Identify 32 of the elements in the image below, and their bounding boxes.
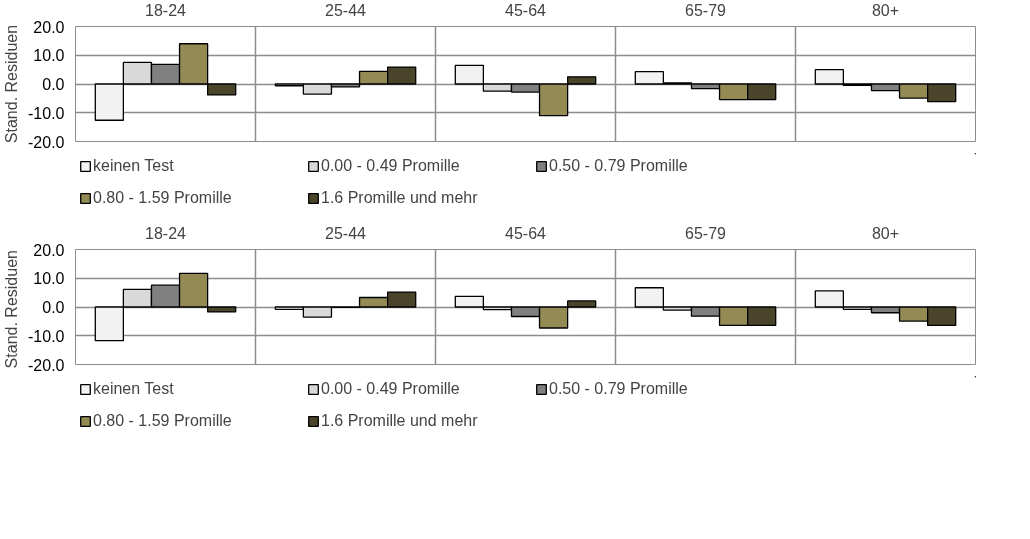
x-tick-label: 25-44 — [325, 1, 367, 19]
legend-label: 0.00 - 0.49 Promille — [321, 157, 461, 175]
x-tick-label: 45-64 — [505, 224, 547, 242]
legend-label: 1.6 Promille und mehr — [321, 412, 479, 430]
y-tick-label: -20.0 — [28, 133, 65, 151]
x-tick-label: 65-79 — [685, 224, 727, 242]
y-tick-label: -10.0 — [28, 327, 65, 345]
legend-label: 0.00 - 0.49 Promille — [321, 380, 461, 398]
legend-label: 0.80 - 1.59 Promille — [93, 189, 233, 207]
y-tick-label: 0.0 — [42, 299, 65, 316]
x-tick-label: 45-64 — [505, 1, 547, 19]
y-tick-label: 20.0 — [33, 241, 65, 259]
y-tick-label: -10.0 — [28, 104, 65, 122]
y-tick-label: -20.0 — [28, 356, 65, 374]
y-axis-title: Stand. Residuen — [3, 24, 21, 144]
x-tick-label: 25-44 — [325, 224, 367, 242]
x-tick-label: 80+ — [871, 224, 900, 242]
x-tick-label: 65-79 — [685, 1, 727, 19]
x-tick-label: 18-24 — [145, 1, 187, 19]
legend-label: keinen Test — [93, 157, 175, 175]
y-tick-label: 20.0 — [33, 18, 65, 36]
y-tick-label: 10.0 — [33, 270, 65, 288]
y-tick-label: 0.0 — [42, 76, 65, 93]
x-tick-label: 80+ — [871, 1, 900, 19]
legend-label: keinen Test — [93, 380, 175, 398]
x-tick-label: 18-24 — [145, 224, 187, 242]
legend-label: 0.50 - 0.79 Promille — [549, 157, 689, 175]
legend-label: 1.6 Promille und mehr — [321, 189, 479, 207]
legend-label: 0.50 - 0.79 Promille — [549, 380, 689, 398]
y-axis-title: Stand. Residuen — [3, 250, 21, 369]
legend-label: 0.80 - 1.59 Promille — [93, 412, 233, 430]
y-tick-label: 10.0 — [33, 47, 65, 65]
